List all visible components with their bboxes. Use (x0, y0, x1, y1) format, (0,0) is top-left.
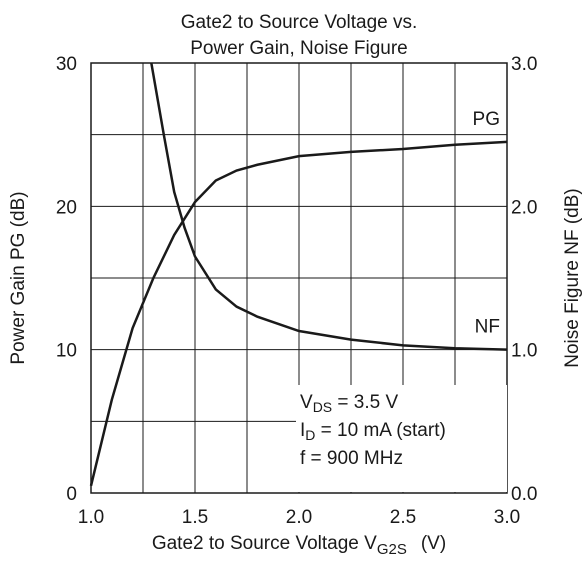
annotation-bg (296, 385, 507, 492)
annotation: ID = 10 mA (start) (300, 420, 446, 443)
annotation-rest: = 10 mA (start) (315, 420, 445, 441)
annotation-rest: = 3.5 V (332, 392, 398, 413)
annotation: VDS = 3.5 V (300, 392, 398, 415)
y2-tick-label: 2.0 (511, 197, 537, 218)
chart-title: Gate2 to Source Voltage vs. (181, 12, 418, 33)
chart-title: Power Gain, Noise Figure (190, 38, 408, 59)
y-tick-label: 20 (56, 197, 77, 218)
y2-tick-label: 0.0 (511, 484, 537, 505)
x-tick-label: 3.0 (494, 507, 520, 528)
y-tick-label: 10 (56, 341, 77, 362)
y2-tick-label: 1.0 (511, 341, 537, 362)
annotation: f = 900 MHz (300, 448, 403, 469)
series-label: NF (475, 317, 500, 338)
y-tick-label: 30 (56, 54, 77, 75)
series-label-bg (462, 311, 506, 338)
annotation-text: I (300, 420, 305, 441)
y-axis-label: Power Gain PG (dB) (8, 191, 29, 364)
x-tick-label: 2.5 (390, 507, 416, 528)
annotation-text: V (300, 392, 313, 413)
y-tick-label: 0 (66, 484, 77, 505)
series-line (89, 140, 508, 487)
series-label-bg (462, 103, 506, 130)
x-tick-label: 2.0 (286, 507, 312, 528)
y2-tick-label: 3.0 (511, 54, 537, 75)
annotation-sub: D (305, 427, 315, 443)
y2-axis-label: Noise Figure NF (dB) (562, 188, 583, 368)
x-tick-label: 1.5 (182, 507, 208, 528)
series-label: PG (473, 109, 500, 130)
annotation-sub: DS (313, 399, 332, 415)
annotation-text: f = 900 MHz (300, 448, 403, 469)
x-tick-label: 1.0 (78, 507, 104, 528)
series-line (150, 62, 508, 351)
x-axis-label: Gate2 to Source Voltage VG2S (V) (152, 533, 446, 558)
